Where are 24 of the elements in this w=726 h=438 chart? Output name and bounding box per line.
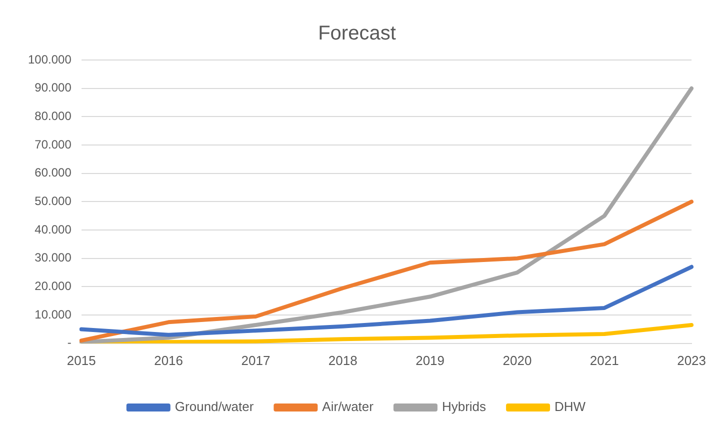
legend-label: Ground/water [174,399,254,414]
y-tick-label: 40.000 [34,222,72,236]
y-tick-label: 10.000 [34,307,72,322]
x-tick-label: 2021 [590,352,619,368]
y-tick-label: 80.000 [34,108,72,123]
x-tick-label: 2016 [154,352,184,368]
y-tick-label: 20.000 [34,279,72,294]
y-tick-label: 60.000 [34,166,72,180]
y-tick-label: 30.000 [34,250,72,265]
legend-label: DHW [554,399,586,414]
y-tick-label: - [67,336,72,350]
x-tick-label: 2020 [502,352,532,368]
y-tick-label: 50.000 [34,194,72,208]
y-tick-label: 100.000 [28,52,72,66]
x-tick-label: 2023 [677,352,706,368]
x-tick-label: 2019 [416,352,445,368]
y-tick-label: 70.000 [34,137,72,152]
x-tick-label: 2015 [66,352,96,368]
legend-label: Air/water [322,399,374,414]
x-tick-label: 2017 [241,352,270,368]
chart-title: Forecast [318,22,396,45]
legend-label: Hybrids [442,399,487,414]
x-tick-label: 2018 [328,352,358,368]
y-tick-label: 90.000 [34,80,72,95]
